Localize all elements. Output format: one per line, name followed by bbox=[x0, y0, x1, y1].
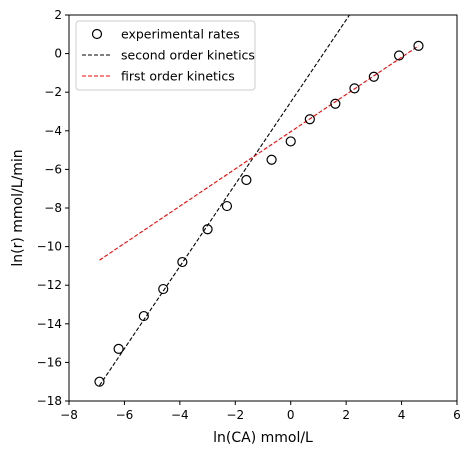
data-point bbox=[413, 40, 424, 51]
y-tick-label: −16 bbox=[37, 355, 62, 369]
fit-lines bbox=[99, 14, 419, 386]
data-point bbox=[241, 174, 252, 186]
y-tick-label: 0 bbox=[54, 47, 62, 61]
series-line-first-order-kinetics bbox=[99, 45, 419, 261]
legend-label-first-order: first order kinetics bbox=[121, 69, 235, 84]
data-point bbox=[368, 71, 379, 82]
legend-marker-experimental bbox=[91, 28, 103, 40]
x-tick-label: 6 bbox=[453, 408, 461, 422]
x-tick-label: 0 bbox=[287, 408, 295, 422]
x-tick-label: −2 bbox=[226, 408, 244, 422]
y-tick-label: 2 bbox=[54, 8, 62, 22]
data-point bbox=[393, 50, 405, 61]
data-point bbox=[304, 114, 315, 125]
data-point bbox=[138, 310, 149, 322]
data-point bbox=[266, 154, 277, 165]
x-axis-label: ln(CA) mmol/L bbox=[213, 430, 313, 446]
data-point bbox=[158, 283, 169, 295]
data-points bbox=[94, 40, 424, 387]
y-tick-label: −2 bbox=[44, 85, 62, 99]
data-point bbox=[285, 136, 296, 147]
data-point bbox=[177, 256, 188, 268]
y-axis-label: ln(r) mmol/L/min bbox=[10, 149, 26, 266]
x-tick-label: 2 bbox=[342, 408, 350, 422]
y-tick-label: −8 bbox=[44, 201, 62, 215]
y-tick-label: −6 bbox=[44, 162, 62, 176]
data-point bbox=[113, 343, 124, 354]
series-line-second-order-kinetics bbox=[99, 14, 350, 386]
legend-frame bbox=[75, 20, 256, 91]
y-tick-label: −12 bbox=[37, 278, 62, 292]
data-point bbox=[94, 376, 105, 387]
data-point bbox=[221, 200, 233, 212]
x-tick-label: −4 bbox=[171, 408, 189, 422]
axis-ticks: −8 −6 −4 −2 0 2 4 6 −18 −16 −14 −12 −10 −8 −6 −4 −2 0 2 bbox=[37, 8, 461, 422]
data-point bbox=[330, 98, 341, 109]
x-tick-label: 4 bbox=[398, 408, 406, 422]
legend: experimental rates second order kinetics… bbox=[75, 20, 256, 91]
y-tick-label: −4 bbox=[44, 124, 62, 138]
y-tick-label: −10 bbox=[37, 240, 62, 254]
data-point bbox=[349, 83, 360, 94]
y-tick-label: −14 bbox=[37, 317, 62, 331]
data-point bbox=[202, 224, 213, 235]
x-tick-label: −6 bbox=[116, 408, 134, 422]
y-tick-label: −18 bbox=[37, 394, 62, 408]
legend-label-experimental: experimental rates bbox=[121, 27, 240, 42]
x-tick-label: −8 bbox=[60, 408, 78, 422]
legend-label-second-order: second order kinetics bbox=[121, 48, 255, 63]
